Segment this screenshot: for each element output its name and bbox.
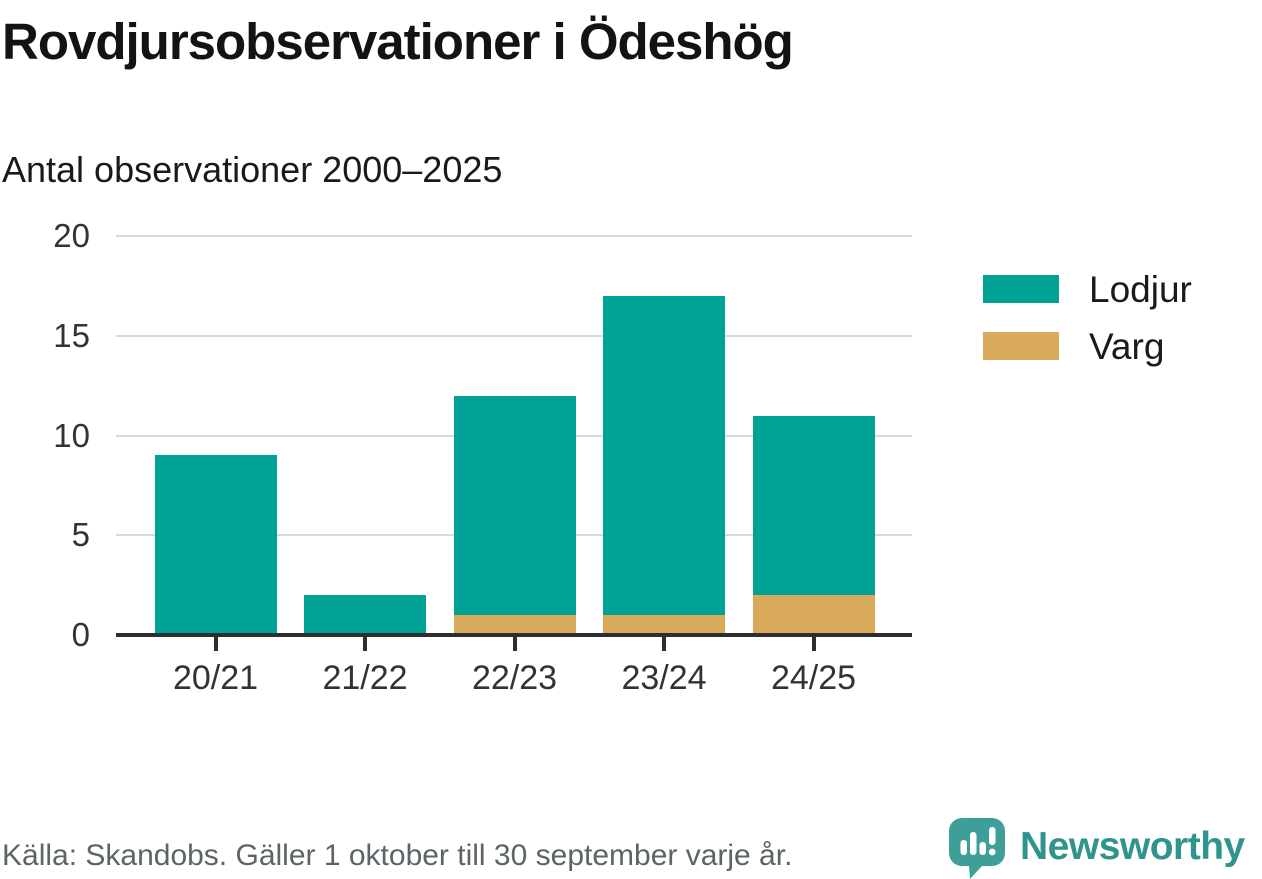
bar-segment-varg [752,595,875,635]
chart-legend: Lodjur Varg [983,271,1192,389]
chart-subtitle: Antal observationer 2000–2025 [2,149,503,190]
legend-swatch-lodjur [983,275,1059,303]
chart-title: Rovdjursobservationer i Ödeshög [2,13,794,70]
y-axis-tick-label: 5 [71,516,90,554]
bar-segment-lodjur [752,415,875,596]
newsworthy-logo[interactable]: Newsworthy [948,817,1262,879]
bar-segment-lodjur [304,595,426,635]
x-axis-tick-label: 24/25 [770,659,857,697]
newsworthy-wordmark: Newsworthy [1020,825,1245,868]
x-axis-tick-label: 21/22 [322,659,408,697]
legend-swatch-varg [983,332,1059,360]
x-axis-tick [363,637,367,651]
source-note: Källa: Skandobs. Gäller 1 oktober till 3… [2,839,793,872]
bar-segment-lodjur [603,295,725,616]
newsworthy-bubble-chart-icon [948,817,1006,879]
bar-segment-varg [603,615,725,635]
y-axis-tick-label: 10 [53,416,90,454]
x-axis-tick-label: 23/24 [621,659,707,697]
bar-segment-lodjur [154,455,277,635]
x-axis-tick [213,637,218,651]
x-axis-tick [662,637,666,651]
x-axis-tick [512,637,517,651]
x-axis-tick [811,637,816,651]
x-axis-tick-label: 22/23 [471,659,558,697]
legend-item: Lodjur [983,271,1192,308]
x-axis-line [116,633,912,637]
gridline [116,235,912,237]
x-axis-tick-label: 20/21 [172,659,259,697]
legend-label: Varg [1089,325,1165,367]
y-axis-tick-label: 0 [71,616,90,653]
y-axis-tick-label: 15 [53,316,90,354]
y-axis-tick-label: 20 [53,217,90,254]
bar-segment-lodjur [453,395,576,616]
legend-item: Varg [983,328,1192,365]
legend-label: Lodjur [1089,268,1192,310]
bar-segment-varg [453,615,576,635]
gridline [116,334,912,337]
